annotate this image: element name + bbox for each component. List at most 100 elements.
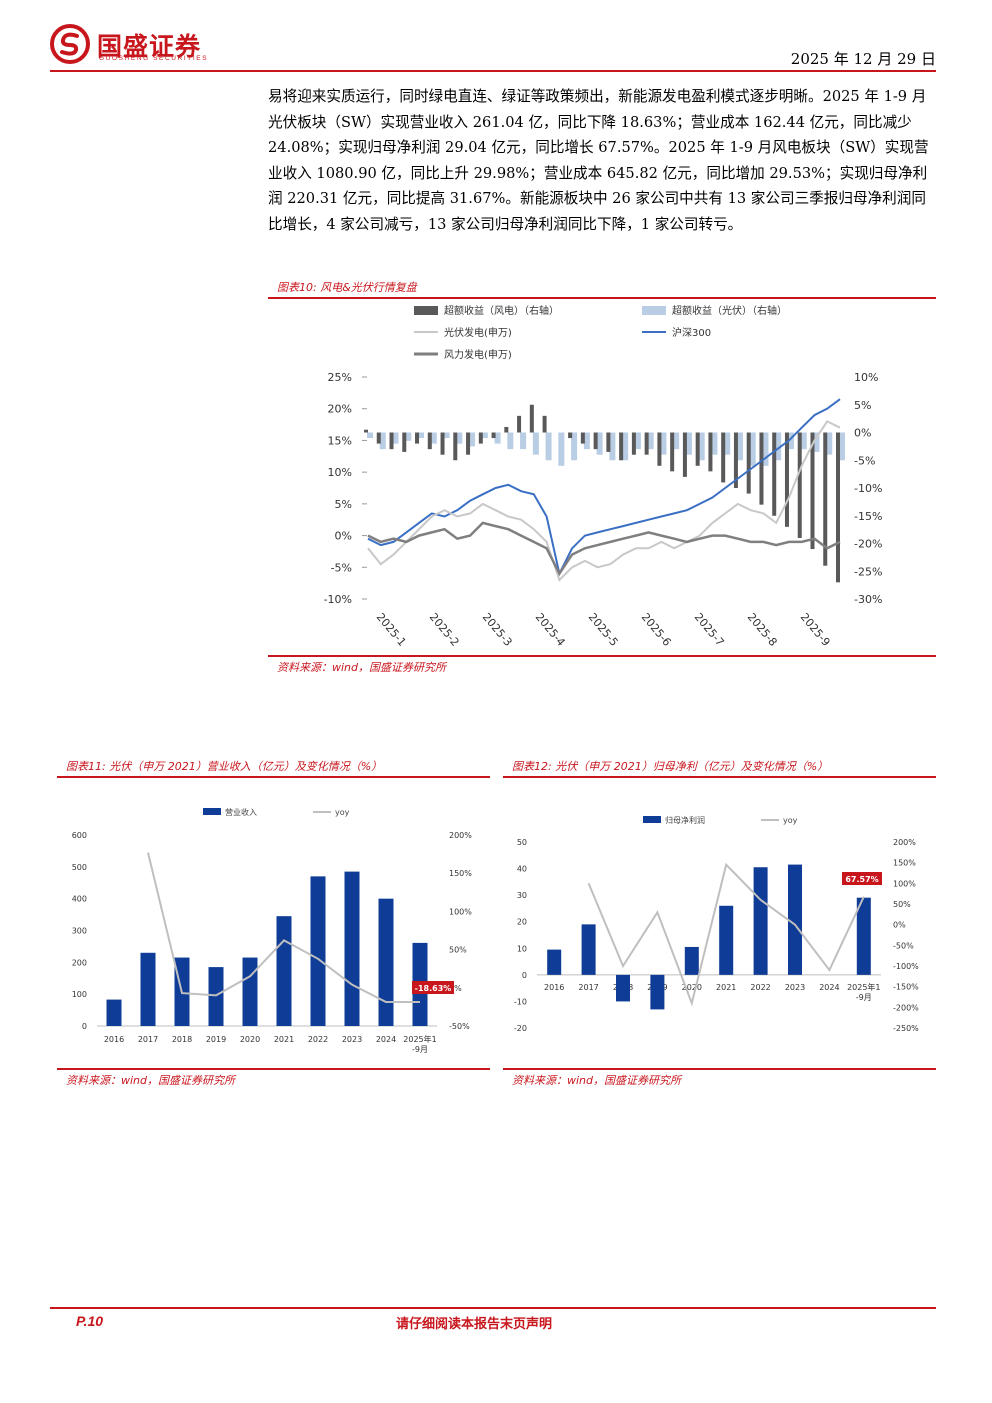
fig12-bottom-rule	[503, 1068, 936, 1070]
fig10-bar	[389, 432, 394, 450]
fig11-source: 资料来源：wind，国盛证券研究所	[66, 1074, 236, 1087]
left-tick-label: 300	[72, 927, 87, 936]
right-tick-label: -200%	[893, 1003, 919, 1012]
right-tick-label: 100%	[449, 907, 472, 916]
fig10-bar	[478, 432, 483, 444]
fig10-bar	[469, 432, 476, 447]
fig10-bar	[456, 432, 463, 444]
fig10-bar	[453, 432, 458, 461]
fig10-bar	[466, 432, 471, 455]
fig10-bar	[736, 432, 743, 461]
fig10-bar	[427, 432, 432, 450]
fig10-bar	[593, 432, 598, 450]
category-label: 2021	[274, 1035, 294, 1044]
fig10-bar	[568, 432, 573, 439]
left-tick-label: 500	[72, 863, 87, 872]
fig10-bar	[580, 432, 585, 444]
bar	[753, 867, 768, 975]
fig10-bar	[839, 432, 845, 461]
left-tick-label: 600	[72, 831, 87, 840]
bar	[650, 974, 665, 1010]
fig10-bar	[481, 432, 488, 439]
fig10-bar	[826, 432, 833, 455]
fig10-x-tick-label: 2025-8	[745, 611, 780, 649]
fig10-bar	[529, 404, 534, 433]
left-tick-label: 200	[72, 958, 87, 967]
fig12-callout-box	[842, 872, 882, 885]
fig10-bar	[504, 426, 509, 433]
right-tick-label: -100%	[893, 962, 919, 971]
right-tick-label: -250%	[893, 1024, 919, 1033]
fig10-bar	[622, 432, 629, 461]
left-tick-label: 0	[82, 1022, 87, 1031]
fig10-right-tick-label: 0%	[854, 427, 871, 440]
category-label: -9月	[412, 1045, 428, 1054]
fig10-x-tick-label: 2025-3	[480, 611, 515, 649]
fig10-x-tick-label: 2025-1	[374, 611, 409, 649]
left-tick-label: 30	[517, 891, 527, 900]
category-label: 2017	[138, 1035, 158, 1044]
right-tick-label: 200%	[449, 831, 472, 840]
bar	[276, 916, 292, 1026]
fig10-right-tick-label: -15%	[854, 510, 882, 523]
fig10-bar	[673, 432, 680, 450]
fig10-bar	[813, 432, 820, 452]
left-tick-label: 400	[72, 895, 87, 904]
yoy-line	[587, 862, 865, 1007]
fig10-bar	[491, 432, 496, 439]
fig12-callout-label: 67.57%	[845, 875, 878, 884]
fig12-legend: 归母净利润 yoy	[643, 815, 798, 825]
category-label: 2025年1	[403, 1034, 436, 1044]
fig10-bar	[721, 432, 726, 483]
fig10-right-tick-label: -25%	[854, 565, 882, 578]
fig10-bar	[619, 432, 624, 461]
fig10-bar	[415, 432, 420, 444]
fig11-bottom-rule	[57, 1068, 490, 1070]
left-tick-label: 20	[517, 918, 527, 927]
legend-label-net-profit: 归母净利润	[665, 815, 705, 825]
page-number: P.10	[76, 1313, 104, 1329]
bar	[242, 957, 258, 1026]
page-number-value: 10	[87, 1313, 104, 1329]
disclaimer-note: 请仔细阅读本报告末页声明	[396, 1317, 553, 1332]
category-label: 2025年1	[847, 982, 880, 992]
left-tick-label: -20	[514, 1024, 527, 1033]
fig11-yoy-line	[147, 852, 420, 1003]
bar	[208, 967, 224, 1026]
report-date: 2025 年 12 月 29 日	[790, 50, 936, 68]
fig10-bar	[494, 432, 501, 444]
fig10-bar	[532, 432, 539, 455]
right-tick-label: 100%	[893, 879, 916, 888]
fig10-bar	[367, 432, 373, 439]
fig10-bar	[772, 432, 777, 516]
fig10-bar	[724, 432, 731, 455]
right-tick-label: 150%	[893, 859, 916, 868]
fig10-right-tick-label: 5%	[854, 399, 871, 412]
right-tick-label: 50%	[893, 900, 911, 909]
bar	[684, 946, 699, 975]
category-label: 2020	[682, 983, 702, 992]
category-label: -9月	[856, 993, 872, 1002]
fig10-bar	[810, 432, 815, 550]
right-tick-label: 0%	[449, 984, 462, 993]
fig11-callout: -18.63%	[412, 981, 454, 994]
fig10-x-tick-label: 2025-9	[798, 611, 833, 649]
fig10-bar	[711, 432, 718, 455]
fig10-bar	[836, 432, 840, 583]
fig11-legend: 营业收入 yoy	[203, 807, 350, 817]
fig11-axes: 600 500 400 300 200 100 0 200% 150% 100% 50% 0% -50%…	[72, 831, 473, 1054]
category-label: 2016	[104, 1035, 124, 1044]
fig10-bar	[670, 432, 675, 472]
fig10-bar	[685, 432, 692, 455]
fig10-bar	[647, 432, 654, 450]
legend-label-pv-line: 光伏发电(申万)	[444, 326, 512, 339]
fig10-bar	[762, 432, 769, 466]
fig10-bar	[759, 432, 764, 505]
fig10-bar	[545, 432, 552, 461]
legend-swatch-revenue	[203, 808, 221, 815]
bar	[378, 898, 394, 1026]
fig10-left-tick-label: -5%	[331, 561, 352, 574]
fig10-left-tick-label: 25%	[328, 371, 352, 384]
brand-name-en: GUOSHENG SECURITIES	[99, 55, 209, 62]
fig10-bar	[682, 432, 687, 477]
